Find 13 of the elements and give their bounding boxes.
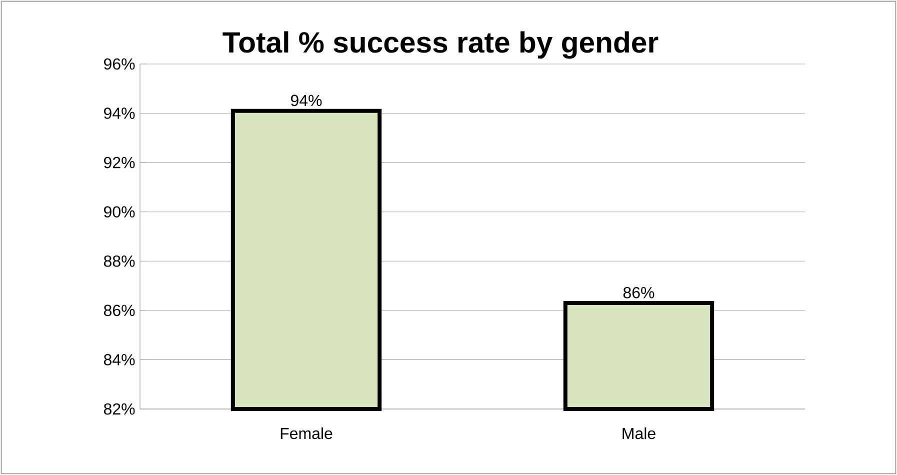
y-tick-label: 94% <box>104 108 135 119</box>
data-label: 94% <box>291 94 322 106</box>
y-tick-label: 92% <box>104 156 135 168</box>
y-tick-label: 84% <box>104 354 135 366</box>
chart-title: Total % success rate by gender <box>222 31 658 59</box>
data-label: 86% <box>623 286 654 298</box>
y-tick-label: 96% <box>104 58 135 70</box>
x-tick-label: Female <box>280 427 332 440</box>
y-tick-label: 90% <box>104 206 135 218</box>
x-tick-label: Male <box>622 427 656 440</box>
y-tick-label: 86% <box>104 304 135 316</box>
y-tick-label: 82% <box>104 403 135 415</box>
y-tick-label: 88% <box>104 255 135 267</box>
